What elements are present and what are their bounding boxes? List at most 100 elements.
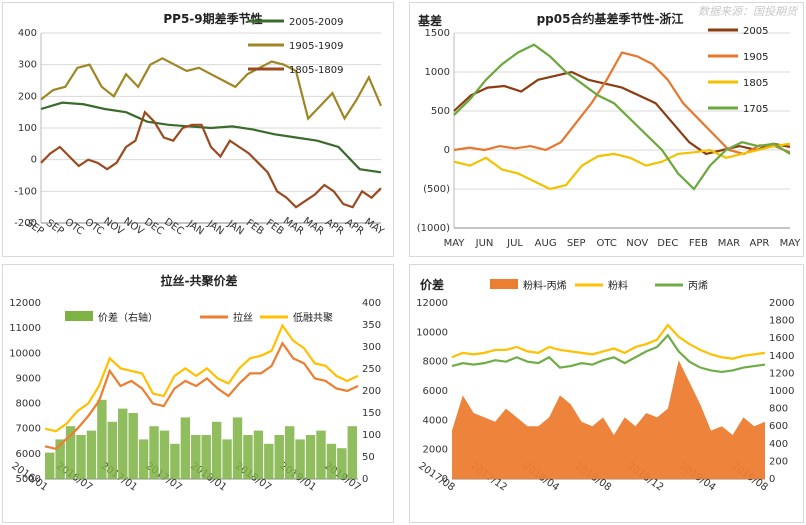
x-tick-label: APR (750, 238, 770, 249)
legend-label: 1905-1909 (289, 41, 344, 52)
y-tick-label: 8000 (16, 399, 41, 410)
x-tick-label: MAY (444, 238, 466, 249)
bar-价差（右轴） (170, 443, 180, 479)
y2-tick-label: 100 (362, 430, 381, 441)
y-tick-label: 9000 (16, 373, 41, 384)
x-tick-label: FEB (244, 218, 266, 238)
chart-panel-2: (1000) (500) 0 500 1000 1500 MAY JUN JUL AUG SEP OT… (409, 2, 804, 257)
y2-tick-label: 400 (362, 298, 381, 309)
bar-价差（右轴） (284, 426, 295, 479)
legend-label: 2005-2009 (289, 17, 344, 28)
bar-价差（右轴） (305, 435, 316, 479)
y-tick-label: 6000 (16, 449, 41, 460)
bar-价差（右轴） (264, 443, 274, 479)
bar-价差（右轴） (191, 435, 201, 479)
x-tick-label: DEC (162, 216, 186, 237)
y-tick-label: 0 (442, 474, 448, 485)
y2-tick-label: 1200 (769, 368, 794, 379)
bar-价差（右轴） (211, 421, 222, 479)
line-拉丝 (44, 341, 359, 451)
x-tick-label: OTC (63, 217, 86, 238)
x-tick-label: DEC (657, 238, 678, 249)
line-粉料 (451, 323, 766, 360)
chart-drawing-copolymer-spread: 5000 6000 7000 8000 9000 10000 11000 12000 0 50 10… (9, 273, 381, 493)
y-tick-label: 200 (18, 91, 37, 102)
x-tick-label: 2017/08 (416, 461, 456, 494)
x-tick-label: MAY (362, 217, 386, 238)
x-tick-label: SEP (567, 238, 586, 249)
y-tick-label: (500) (423, 184, 450, 195)
legend-label: 丙烯 (688, 279, 708, 292)
y-tick-label: 6000 (423, 386, 448, 397)
legend-label: 粉料 (608, 279, 628, 292)
y-tick-label: 7000 (16, 424, 41, 435)
y-tick-label: 8000 (423, 357, 448, 368)
x-tick-label: DEC (142, 216, 166, 237)
bar-价差（右轴） (76, 435, 86, 479)
y2-tick-label: 1400 (769, 351, 794, 362)
y-tick-label: 500 (431, 106, 450, 117)
y-tick-label: 0 (31, 155, 37, 166)
line-1905 (453, 51, 791, 156)
bar-价差（右轴） (180, 417, 191, 479)
area-粉料-丙烯 (452, 360, 765, 479)
y2-tick-label: 2000 (769, 298, 794, 309)
bar-价差（右轴） (243, 435, 253, 479)
chart-title: 拉丝-共聚价差 (161, 273, 238, 288)
x-tick-label: JAN (184, 218, 205, 237)
x-tick-label: APR (343, 217, 366, 237)
legend-label: 2005 (743, 26, 768, 37)
y2-tick-label: 300 (362, 342, 381, 353)
y-tick-label: -200 (14, 218, 37, 229)
bar-价差（右轴） (118, 408, 128, 479)
y2-tick-label: 400 (769, 439, 788, 450)
x-tick-label: APR (323, 217, 346, 237)
bar-价差（右轴） (86, 430, 97, 479)
bar-价差（右轴） (201, 435, 211, 479)
x-tick-label: SEP (44, 218, 66, 238)
bar-价差（右轴） (45, 452, 55, 479)
y-tick-label: (1000) (417, 223, 450, 234)
bar-价差（右轴） (55, 439, 65, 479)
y2-tick-label: 1000 (769, 386, 794, 397)
legend-swatch (490, 279, 518, 289)
y-tick-label: 10000 (416, 327, 448, 338)
x-tick-label: JAN (204, 218, 225, 237)
x-tick-label: AUG (535, 238, 557, 249)
x-tick-label: JAN (224, 218, 245, 237)
y-tick-label: 1000 (425, 67, 450, 78)
bar-价差（右轴） (138, 439, 149, 479)
bar-价差（右轴） (232, 417, 243, 479)
watermark-text: 数据来源：国投期货 (698, 5, 797, 18)
y2-tick-label: 800 (769, 404, 788, 415)
line-低融共聚 (44, 323, 359, 433)
x-tick-label: MAR (718, 238, 740, 249)
chart-title: PP5-9期差季节性 (163, 11, 262, 26)
y-tick-label: 12000 (416, 298, 448, 309)
chart-title: pp05合约基差季节性-浙江 (537, 11, 684, 26)
bar-价差（右轴） (295, 439, 305, 479)
x-tick-label: NOV (626, 238, 648, 249)
chart-powder-propylene-spread: 0 2000 4000 6000 8000 10000 12000 0 200 400 600 800… (416, 277, 794, 494)
y2-tick-label: 600 (769, 421, 788, 432)
chart-panel-4: 0 2000 4000 6000 8000 10000 12000 0 200 400 600 800… (409, 264, 804, 523)
bar-价差（右轴） (65, 426, 76, 479)
legend-label: 1805-1809 (289, 65, 344, 76)
x-tick-label: NOV (121, 216, 145, 238)
line-1705 (453, 43, 791, 191)
bar-价差（右轴） (316, 430, 326, 479)
bar-价差（右轴） (128, 413, 138, 479)
x-tick-label: SEP (24, 218, 46, 238)
bar-价差（右轴） (337, 448, 347, 479)
y-tick-label: 10000 (9, 348, 41, 359)
y-tick-label: 1500 (425, 28, 450, 39)
y2-tick-label: 1800 (769, 316, 794, 327)
y-tick-label: 12000 (9, 298, 41, 309)
bar-价差（右轴） (326, 443, 337, 479)
y-tick-label: 5000 (16, 474, 41, 485)
x-tick-label: OTC (83, 217, 106, 238)
y2-tick-label: 350 (362, 320, 381, 331)
y2-tick-label: 1600 (769, 333, 794, 344)
line-1905-1909 (40, 57, 383, 121)
y2-tick-label: 250 (362, 364, 381, 375)
